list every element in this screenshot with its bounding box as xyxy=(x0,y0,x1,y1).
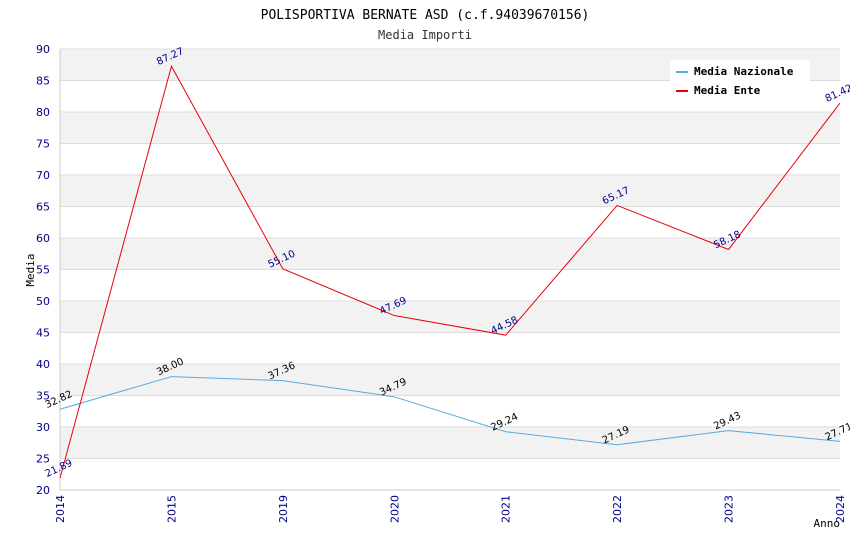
grid-band xyxy=(60,364,840,396)
y-tick-label: 65 xyxy=(36,201,50,214)
x-tick-label: 2019 xyxy=(277,495,290,523)
y-tick-label: 55 xyxy=(36,264,50,277)
y-axis-ticks: 20 25 30 35 40 45 50 55 60 65 70 75 80 85 90 xyxy=(36,43,50,497)
grid-band xyxy=(60,238,840,270)
x-tick-label: 2024 xyxy=(834,495,847,523)
data-label: 81.42 xyxy=(824,83,850,105)
x-tick-label: 2023 xyxy=(723,495,736,523)
y-tick-label: 20 xyxy=(36,484,50,497)
chart-title: POLISPORTIVA BERNATE ASD (c.f.9403967015… xyxy=(261,8,590,23)
y-tick-label: 70 xyxy=(36,169,50,182)
y-tick-label: 35 xyxy=(36,390,50,403)
legend: Media Nazionale Media Ente xyxy=(670,60,810,102)
legend-label-media-ente: Media Ente xyxy=(694,84,761,97)
x-tick-label: 2020 xyxy=(388,495,401,523)
x-axis-label: Anno xyxy=(814,517,841,530)
y-tick-label: 80 xyxy=(36,106,50,119)
y-tick-label: 75 xyxy=(36,138,50,151)
x-axis-ticks: 2014 2015 2019 2020 2021 2022 2023 2024 xyxy=(54,495,847,523)
grid-band xyxy=(60,301,840,333)
x-tick-label: 2014 xyxy=(54,495,67,523)
series-line-media-ente xyxy=(59,64,841,479)
y-tick-label: 90 xyxy=(36,43,50,56)
x-tick-label: 2022 xyxy=(611,495,624,523)
chart-subtitle: Media Importi xyxy=(378,28,472,42)
legend-label-media-nazionale: Media Nazionale xyxy=(694,65,794,78)
legend-box xyxy=(670,60,810,102)
x-tick-label: 2021 xyxy=(500,495,513,523)
series-line-media-nazionale xyxy=(59,376,841,446)
y-tick-label: 25 xyxy=(36,453,50,466)
y-tick-label: 30 xyxy=(36,421,50,434)
grid-bands xyxy=(60,49,840,459)
y-axis-label: Media xyxy=(24,253,37,286)
y-tick-label: 85 xyxy=(36,75,50,88)
y-tick-label: 45 xyxy=(36,327,50,340)
y-tick-label: 50 xyxy=(36,295,50,308)
axes xyxy=(59,49,840,491)
grid-band xyxy=(60,427,840,459)
grid-band xyxy=(60,112,840,144)
y-tick-label: 40 xyxy=(36,358,50,371)
grid-band xyxy=(60,175,840,207)
y-tick-label: 60 xyxy=(36,232,50,245)
series-lines xyxy=(59,64,841,479)
x-tick-label: 2015 xyxy=(165,495,178,523)
